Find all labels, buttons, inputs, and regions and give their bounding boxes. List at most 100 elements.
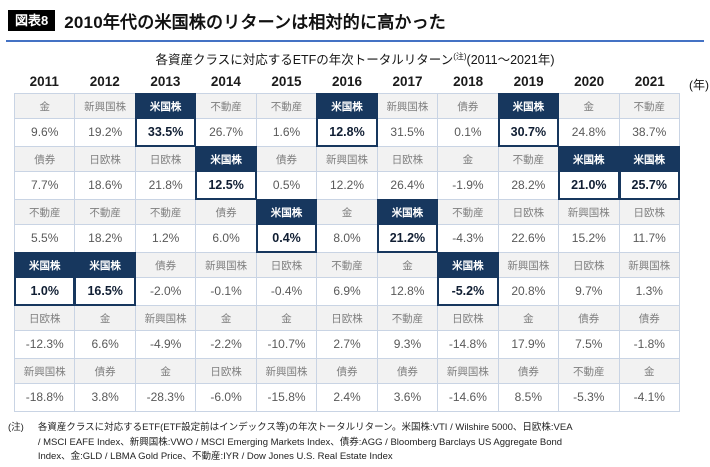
annual-return-value: 38.7% (632, 125, 667, 139)
annual-return-value: 1.2% (151, 231, 180, 245)
return-cell-2012-rank6: 債券 3.8% (75, 359, 135, 411)
asset-class-label: 債券 (317, 359, 377, 384)
footnote-line: 各資産クラスに対応するETF(ETF設定前はインデックス等)の年次トータルリター… (37, 422, 573, 433)
annual-return-value: -1.8% (633, 337, 665, 351)
footnote: (注) 各資産クラスに対応するETF(ETF設定前はインデックス等)の年次トータ… (0, 412, 710, 465)
asset-class-label: 不動産 (498, 147, 559, 172)
asset-class-label: 新興国株 (196, 253, 256, 278)
year-header-2019: 2019 (513, 74, 544, 89)
year-header-2018: 2018 (453, 74, 484, 89)
return-cell-2014-rank3: 債券 6.0% (196, 200, 256, 252)
asset-class-label: 債券 (438, 94, 498, 119)
footnote-line: Index、金:GLD / LBMA Gold Price、不動産:IYR / … (37, 451, 393, 463)
annual-return-value: 21.0% (571, 178, 607, 192)
asset-class-label: 不動産 (75, 200, 135, 225)
annual-return-value: 26.7% (209, 125, 244, 139)
annual-return-value: -6.0% (210, 390, 242, 404)
annual-return-value: 9.6% (31, 125, 59, 139)
return-cell-2019-rank4: 新興国株 20.8% (498, 253, 559, 305)
annual-return-value: 20.8% (511, 284, 546, 298)
return-cell-2014-rank2: 米国株 12.5% (195, 146, 257, 200)
annual-return-value: -12.3% (25, 337, 64, 351)
return-cell-2015-rank5: 金 -10.7% (256, 306, 317, 358)
return-cell-2011-rank3: 不動産 5.5% (15, 200, 75, 252)
return-cell-2012-rank5: 金 6.6% (75, 306, 135, 358)
asset-class-label: 米国株 (15, 253, 75, 278)
annual-return-value: 19.2% (88, 125, 123, 139)
annual-return-value: 17.9% (511, 337, 546, 351)
annual-return-value: -5.2% (451, 284, 485, 298)
annual-return-value: -4.9% (149, 337, 182, 351)
return-cell-2012-rank2: 日欧株 18.6% (75, 147, 135, 199)
annual-return-value: 1.6% (272, 125, 301, 139)
annual-return-value: 21.2% (389, 231, 426, 245)
asset-class-label: 不動産 (438, 200, 498, 225)
footnote-body: 各資産クラスに対応するETF(ETF設定前はインデックス等)の年次トータルリター… (38, 421, 700, 465)
asset-class-label: 新興国株 (559, 200, 619, 225)
annual-return-value: 33.5% (147, 125, 184, 139)
asset-class-label: 金 (256, 306, 317, 331)
chart-subtitle: 各資産クラスに対応するETFの年次トータルリターン(注)(2011〜2021年) (0, 49, 710, 68)
annual-return-value: 30.7% (510, 125, 547, 139)
return-cell-2021-rank3: 日欧株 11.7% (619, 200, 679, 252)
asset-class-label: 米国株 (498, 94, 559, 119)
return-cell-2018-rank5: 日欧株 -14.8% (438, 306, 498, 358)
asset-class-label: 金 (75, 306, 135, 331)
year-header-2017: 2017 (392, 74, 423, 89)
asset-class-label: 金 (317, 200, 377, 225)
year-header-2016: 2016 (331, 74, 363, 89)
return-cell-2017-rank2: 日欧株 26.4% (377, 147, 438, 199)
return-cell-2013-rank1: 米国株 33.5% (134, 93, 197, 147)
return-cell-2021-rank2: 米国株 25.7% (618, 146, 680, 200)
return-cell-2020-rank6: 不動産 -5.3% (559, 359, 619, 411)
return-cell-2011-rank6: 新興国株 -18.8% (15, 359, 75, 411)
return-cell-2018-rank3: 不動産 -4.3% (438, 200, 498, 252)
asset-class-label: 米国株 (377, 200, 438, 225)
return-cell-2014-rank4: 新興国株 -0.1% (196, 253, 256, 305)
asset-class-label: 不動産 (256, 94, 317, 119)
return-cell-2021-rank6: 金 -4.1% (619, 359, 679, 411)
annual-return-value: 6.6% (91, 337, 119, 351)
annual-return-value: -4.1% (633, 390, 665, 404)
annual-return-value: 8.5% (514, 390, 543, 404)
asset-class-label: 不動産 (135, 200, 196, 225)
return-cell-2015-rank6: 新興国株 -15.8% (256, 359, 317, 411)
year-header-2013: 2013 (150, 74, 181, 89)
asset-class-label: 日欧株 (438, 306, 498, 331)
annual-return-value: 7.5% (575, 337, 603, 351)
annual-return-value: 0.4% (272, 231, 301, 245)
return-cell-2012-rank1: 新興国株 19.2% (75, 94, 135, 146)
annual-return-value: -14.8% (448, 337, 487, 351)
asset-class-label: 債券 (75, 359, 135, 384)
return-cell-2013-rank3: 不動産 1.2% (135, 200, 196, 252)
annual-return-value: 25.7% (631, 178, 667, 192)
returns-grid: 金 9.6% 新興国株 19.2% 米国株 33.5% 不動産 26.7% 不動産 1.6% 米国株… (13, 93, 680, 412)
asset-class-label: 米国株 (75, 253, 135, 278)
asset-class-label: 新興国株 (256, 359, 317, 384)
annual-return-value: 18.2% (88, 231, 123, 245)
asset-class-label: 金 (15, 94, 75, 119)
annual-return-value: -28.3% (146, 390, 185, 404)
return-cell-2020-rank4: 日欧株 9.7% (559, 253, 619, 305)
return-cell-2015-rank2: 債券 0.5% (256, 147, 317, 199)
year-header-2014: 2014 (210, 74, 241, 89)
title-divider-rule (6, 40, 704, 42)
asset-class-label: 日欧株 (559, 253, 619, 278)
annual-return-value: 15.2% (571, 231, 606, 245)
annual-return-value: 12.2% (329, 178, 364, 192)
annual-return-value: 16.5% (87, 284, 123, 298)
annual-return-value: -2.0% (149, 284, 182, 298)
return-cell-2013-rank2: 日欧株 21.8% (135, 147, 196, 199)
asset-class-label: 債券 (498, 359, 559, 384)
asset-class-label: 金 (438, 147, 498, 172)
annual-return-value: 12.8% (329, 125, 365, 139)
year-header-2015: 2015 (271, 74, 302, 89)
return-cell-2017-rank4: 金 12.8% (377, 253, 438, 305)
annual-return-value: 31.5% (390, 125, 425, 139)
annual-return-value: -10.7% (267, 337, 306, 351)
asset-class-label: 債券 (256, 147, 317, 172)
return-cell-2011-rank1: 金 9.6% (15, 94, 75, 146)
annual-return-value: -18.8% (25, 390, 64, 404)
asset-class-label: 金 (498, 306, 559, 331)
return-cell-2016-rank2: 新興国株 12.2% (317, 147, 377, 199)
